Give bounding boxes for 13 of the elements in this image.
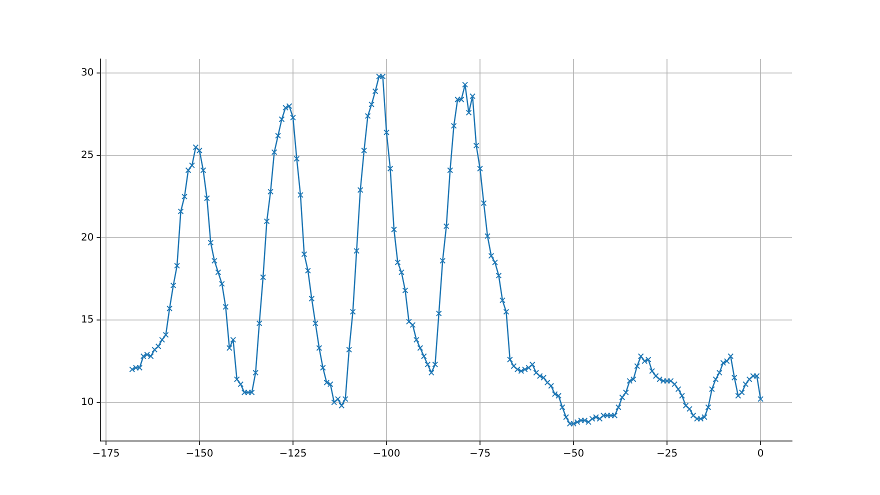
x-tick-label: −125	[279, 448, 307, 460]
x-tick-label: −25	[656, 448, 678, 460]
x-tick-label: −150	[186, 448, 214, 460]
x-tick-label: −50	[562, 448, 584, 460]
y-tick-label: 30	[80, 68, 94, 79]
x-tick-label: −175	[92, 448, 120, 460]
x-tick-label: −100	[372, 448, 400, 460]
x-tick-label: 0	[757, 448, 764, 460]
y-tick-label: 10	[80, 396, 94, 408]
y-tick-label: 15	[80, 314, 94, 326]
y-tick-label: 20	[80, 232, 94, 244]
x-tick-label: −75	[469, 448, 491, 460]
y-tick-label: 25	[80, 150, 94, 162]
